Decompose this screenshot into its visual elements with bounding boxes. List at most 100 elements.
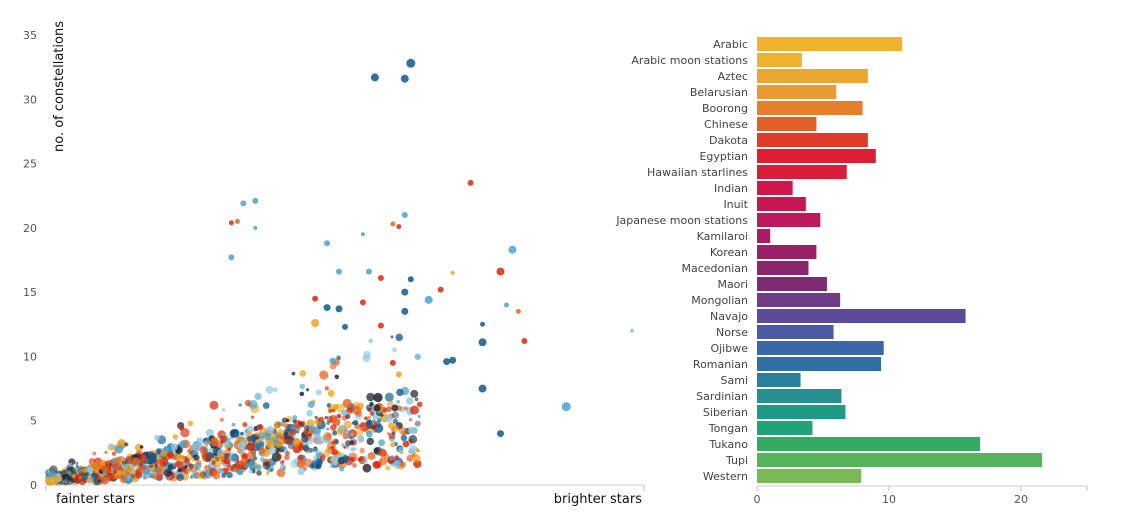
bar-siberian[interactable] [757, 405, 846, 419]
scatter-point [312, 447, 319, 453]
bar-romanian[interactable] [757, 357, 882, 371]
bar-maori[interactable] [757, 277, 827, 291]
scatter-point [150, 472, 154, 477]
scatter-point [397, 446, 404, 453]
scatter-point [410, 405, 419, 415]
scatter-point [279, 460, 285, 465]
bar-x-tick-label: 10 [882, 493, 896, 506]
scatter-point [306, 419, 315, 428]
bar-macedonian[interactable] [757, 261, 809, 275]
scatter-point [124, 442, 129, 447]
bar-boorong[interactable] [757, 101, 863, 115]
scatter-point [378, 448, 387, 457]
scatter-point [281, 417, 288, 423]
scatter-point [154, 434, 161, 441]
scatter-point [377, 322, 384, 329]
scatter-point [168, 462, 177, 470]
bar-egyptian[interactable] [757, 149, 876, 163]
bar-korean[interactable] [757, 245, 817, 259]
scatter-point [139, 445, 144, 449]
scatter-point [406, 58, 416, 68]
scatter-point [196, 471, 205, 480]
scatter-point [237, 468, 244, 476]
scatter-point [396, 399, 401, 404]
scatter-point [234, 218, 240, 224]
bar-arabic[interactable] [757, 37, 903, 51]
scatter-point [307, 438, 314, 445]
scatter-point [326, 420, 331, 426]
scatter-point [415, 448, 419, 452]
scatter-point [160, 450, 167, 458]
scatter-point [378, 439, 386, 447]
scatter-point [364, 416, 368, 421]
scatter-point [335, 403, 345, 413]
scatter-point [102, 473, 111, 482]
scatter-point [281, 445, 287, 451]
bar-category-label: Tukano [708, 438, 748, 451]
bar-category-label: Arabic moon stations [631, 54, 748, 67]
bar-category-label: Aztec [718, 70, 748, 83]
bar-sardinian[interactable] [757, 389, 842, 403]
scatter-point [111, 451, 117, 456]
bar-sami[interactable] [757, 373, 801, 387]
scatter-point [176, 473, 184, 482]
bar-mongolian[interactable] [757, 293, 841, 307]
scatter-point [205, 428, 214, 438]
scatter-point [521, 338, 528, 344]
scatter-point [359, 422, 369, 432]
bar-chinese[interactable] [757, 117, 817, 131]
scatter-point [262, 402, 270, 409]
scatter-point [329, 424, 337, 431]
bar-arabic-moon-stations[interactable] [757, 53, 802, 67]
scatter-point [299, 369, 307, 377]
bar-category-label: Sardinian [696, 390, 748, 403]
bar-japanese-moon-stations[interactable] [757, 213, 821, 227]
scatter-point [306, 409, 313, 417]
bar-tupi[interactable] [757, 453, 1043, 467]
scatter-point [221, 473, 227, 478]
scatter-point [156, 448, 162, 454]
bar-norse[interactable] [757, 325, 834, 339]
scatter-point [112, 469, 117, 474]
bar-kamilaroi[interactable] [757, 229, 771, 243]
scatter-point [220, 461, 225, 465]
scatter-point [372, 419, 376, 423]
scatter-point [211, 460, 216, 465]
scatter-point [359, 447, 365, 454]
bar-aztec[interactable] [757, 69, 868, 83]
scatter-point [193, 454, 200, 461]
scatter-point [226, 471, 233, 479]
scatter-point [365, 268, 372, 275]
scatter-point [401, 288, 409, 296]
bar-category-label: Tongan [708, 422, 748, 435]
bar-tukano[interactable] [757, 437, 981, 451]
scatter-point [379, 456, 388, 466]
bar-tongan[interactable] [757, 421, 813, 435]
scatter-point [50, 479, 54, 483]
bar-dakota[interactable] [757, 133, 868, 147]
bar-navajo[interactable] [757, 309, 966, 323]
bar-inuit[interactable] [757, 197, 806, 211]
scatter-point [260, 457, 265, 462]
bar-hawaiian-starlines[interactable] [757, 165, 847, 179]
scatter-point [373, 404, 381, 412]
scatter-point [414, 421, 421, 427]
scatter-y-tick-label: 5 [30, 415, 37, 428]
scatter-point [240, 200, 247, 207]
scatter-point [132, 457, 141, 466]
scatter-point [398, 427, 407, 435]
scatter-point [392, 410, 397, 415]
scatter-point [389, 359, 396, 366]
bar-belarusian[interactable] [757, 85, 837, 99]
scatter-point [414, 353, 421, 360]
bar-category-label: Inuit [723, 198, 748, 211]
scatter-point [167, 451, 174, 458]
scatter-point [248, 460, 255, 467]
bar-category-label: Arabic [713, 38, 748, 51]
scatter-point [303, 428, 308, 434]
scatter-point [255, 439, 260, 444]
bar-indian[interactable] [757, 181, 793, 195]
bar-ojibwe[interactable] [757, 341, 884, 355]
bar-western[interactable] [757, 469, 862, 483]
scatter-point [331, 448, 339, 456]
